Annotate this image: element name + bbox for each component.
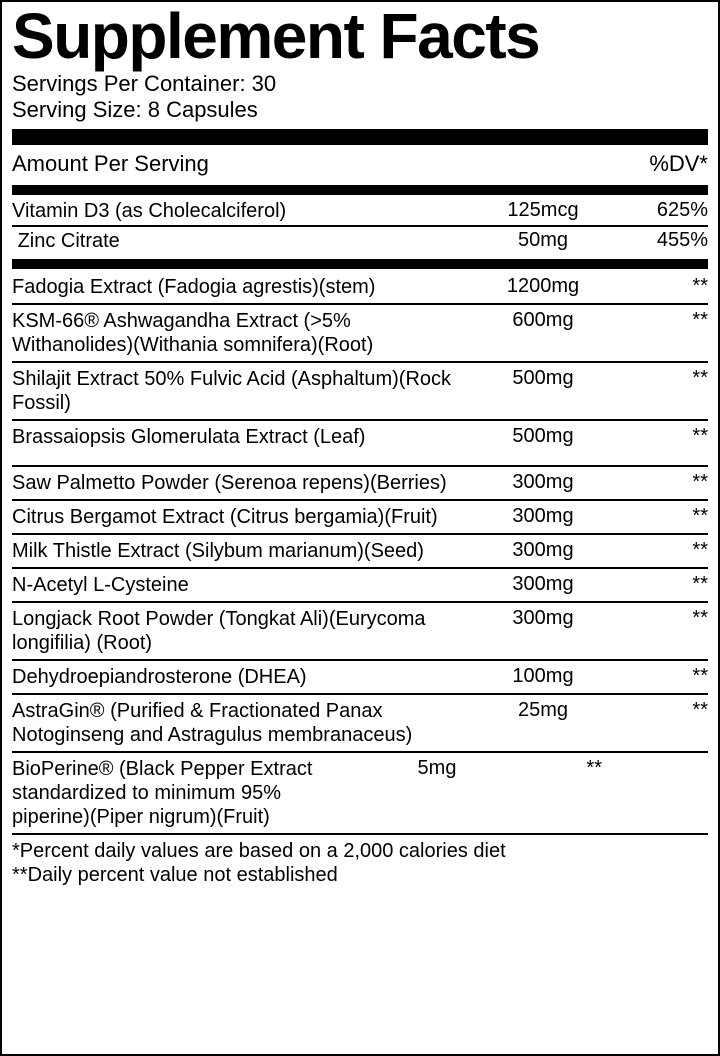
ingredient-name: Citrus Bergamot Extract (Citrus bergamia… — [12, 505, 478, 529]
ingredient-dv: ** — [608, 471, 708, 494]
ingredient-dv: ** — [608, 309, 708, 332]
serving-size: Serving Size: 8 Capsules — [12, 97, 708, 123]
servings-block: Servings Per Container: 30 Serving Size:… — [12, 71, 708, 123]
divider-thick — [12, 129, 708, 145]
ingredient-row: Vitamin D3 (as Cholecalciferol) 125mcg 6… — [12, 197, 708, 227]
ingredient-row: BioPerine® (Black Pepper Extract standar… — [12, 753, 708, 833]
ingredient-dv: ** — [608, 699, 708, 722]
ingredient-row: Saw Palmetto Powder (Serenoa repens)(Ber… — [12, 467, 708, 501]
ingredient-name: Milk Thistle Extract (Silybum marianum)(… — [12, 539, 478, 563]
ingredient-name: Fadogia Extract (Fadogia agrestis)(stem) — [12, 275, 478, 299]
ingredient-name: BioPerine® (Black Pepper Extract standar… — [12, 757, 372, 829]
ingredient-dv: ** — [608, 607, 708, 630]
ingredient-amount: 500mg — [478, 367, 608, 390]
ingredient-amount: 500mg — [478, 425, 608, 448]
ingredient-name: Brassaiopsis Glomerulata Extract (Leaf) — [12, 425, 478, 449]
divider-medium — [12, 259, 708, 269]
supplement-facts-panel: Supplement Facts Servings Per Container:… — [0, 0, 720, 1056]
ingredient-dv: ** — [608, 367, 708, 390]
ingredient-name: Shilajit Extract 50% Fulvic Acid (Asphal… — [12, 367, 478, 415]
ingredient-dv: ** — [608, 425, 708, 448]
panel-title: Supplement Facts — [12, 6, 708, 67]
ingredient-row: Zinc Citrate 50mg 455% — [12, 227, 708, 255]
ingredient-dv: ** — [608, 665, 708, 688]
ingredient-amount: 100mg — [478, 665, 608, 688]
ingredient-dv: ** — [608, 539, 708, 562]
ingredient-amount: 300mg — [478, 573, 608, 596]
ingredient-amount: 300mg — [478, 607, 608, 630]
ingredient-name: N-Acetyl L-Cysteine — [12, 573, 478, 597]
footnote-dv: *Percent daily values are based on a 2,0… — [12, 839, 708, 863]
ingredient-dv: ** — [608, 505, 708, 528]
column-header-row: Amount Per Serving %DV* — [12, 147, 708, 181]
ingredient-amount: 125mcg — [478, 199, 608, 222]
ingredient-name: Longjack Root Powder (Tongkat Ali)(Euryc… — [12, 607, 478, 655]
ingredient-amount: 600mg — [478, 309, 608, 332]
ingredient-row: KSM-66® Ashwagandha Extract (>5% Withano… — [12, 305, 708, 363]
ingredient-amount: 50mg — [478, 229, 608, 252]
ingredient-name: Zinc Citrate — [12, 229, 478, 253]
ingredient-row: Fadogia Extract (Fadogia agrestis)(stem)… — [12, 271, 708, 305]
ingredient-amount: 25mg — [478, 699, 608, 722]
ingredient-row: AstraGin® (Purified & Fractionated Panax… — [12, 695, 708, 753]
ingredient-amount: 300mg — [478, 539, 608, 562]
ingredient-dv: 455% — [608, 229, 708, 252]
ingredient-name: AstraGin® (Purified & Fractionated Panax… — [12, 699, 478, 747]
ingredient-dv: ** — [502, 757, 602, 780]
ingredient-row: Longjack Root Powder (Tongkat Ali)(Euryc… — [12, 603, 708, 661]
ingredient-row: N-Acetyl L-Cysteine 300mg ** — [12, 569, 708, 603]
ingredient-row: Citrus Bergamot Extract (Citrus bergamia… — [12, 501, 708, 535]
ingredient-row: Brassaiopsis Glomerulata Extract (Leaf) … — [12, 421, 708, 467]
footnote-not-established: **Daily percent value not established — [12, 863, 708, 887]
ingredient-amount: 5mg — [372, 757, 502, 780]
footnotes: *Percent daily values are based on a 2,0… — [12, 833, 708, 887]
ingredient-row: Milk Thistle Extract (Silybum marianum)(… — [12, 535, 708, 569]
divider-medium — [12, 185, 708, 195]
ingredient-row: Dehydroepiandrosterone (DHEA) 100mg ** — [12, 661, 708, 695]
ingredient-amount: 1200mg — [478, 275, 608, 298]
header-amount-per-serving: Amount Per Serving — [12, 151, 608, 177]
ingredient-name: Saw Palmetto Powder (Serenoa repens)(Ber… — [12, 471, 478, 495]
ingredient-name: Vitamin D3 (as Cholecalciferol) — [12, 199, 478, 223]
header-percent-dv: %DV* — [608, 151, 708, 177]
ingredient-dv: ** — [608, 275, 708, 298]
ingredient-amount: 300mg — [478, 471, 608, 494]
ingredient-amount: 300mg — [478, 505, 608, 528]
servings-per-container: Servings Per Container: 30 — [12, 71, 708, 97]
ingredient-name: Dehydroepiandrosterone (DHEA) — [12, 665, 478, 689]
ingredient-row: Shilajit Extract 50% Fulvic Acid (Asphal… — [12, 363, 708, 421]
ingredient-dv: ** — [608, 573, 708, 596]
ingredient-name: KSM-66® Ashwagandha Extract (>5% Withano… — [12, 309, 478, 357]
ingredient-dv: 625% — [608, 199, 708, 222]
